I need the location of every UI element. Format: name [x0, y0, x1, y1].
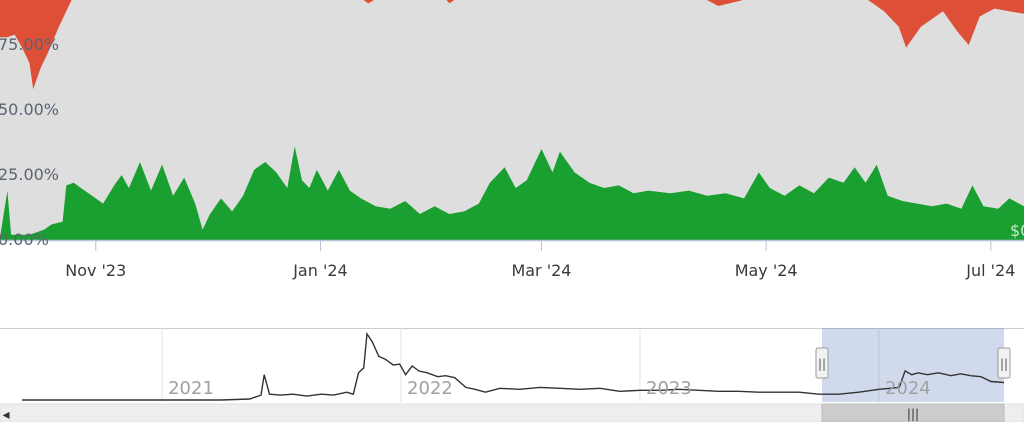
navigator[interactable]: 2021 2022 2023 2024 || ||: [0, 328, 1024, 402]
scrollbar-track[interactable]: [0, 403, 1024, 422]
y-axis: 0.00%25.00%50.00%75.00%100.00%: [0, 35, 59, 249]
navigator-selected-range[interactable]: [822, 328, 1004, 402]
scroll-left-arrow-icon[interactable]: ◂: [2, 407, 9, 422]
navigator-grid: [161, 328, 880, 402]
scrollbar-thumb[interactable]: [821, 403, 1005, 422]
y-tick-label: 75.00%: [0, 35, 59, 54]
y-tick-label: 25.00%: [0, 165, 59, 184]
x-tick-label: Jan '24: [292, 261, 348, 280]
main-plot: 0.00%25.00%50.00%75.00%100.00% Nov '23Ja…: [0, 0, 1024, 280]
navigator-handle-right-box[interactable]: [997, 347, 1011, 379]
navigator-series-line: [22, 331, 1005, 401]
navigator-year-labels: 2021 2022 2023 2024: [168, 378, 931, 399]
navigator-year-label: 2021: [168, 378, 214, 399]
area-series-lower[interactable]: [0, 146, 1024, 240]
navigator-handle-right[interactable]: ||: [997, 347, 1011, 379]
x-tick-label: Mar '24: [511, 261, 571, 280]
edge-label: $0: [1010, 221, 1024, 240]
y-tick-label: 0.00%: [0, 230, 49, 249]
x-tick-label: Nov '23: [65, 261, 126, 280]
navigator-handle-left-box[interactable]: [815, 347, 829, 379]
area-series-upper[interactable]: [0, 0, 1024, 90]
y-tick-label: 50.00%: [0, 100, 59, 119]
x-tick-label: Jul '24: [965, 261, 1015, 280]
x-axis: Nov '23 Jan '24 Mar '24 May '24 Jul '24: [65, 241, 1015, 280]
scrollbar-grip-icon: |||: [907, 407, 919, 421]
x-tick-label: May '24: [735, 261, 798, 280]
navigator-handle-left[interactable]: ||: [815, 347, 829, 379]
navigator-year-label: 2024: [885, 378, 931, 399]
navigator-year-label: 2022: [407, 378, 453, 399]
grip-icon: ||: [1000, 357, 1008, 371]
navigator-year-label: 2023: [646, 378, 692, 399]
grip-icon: ||: [818, 357, 826, 371]
scrollbar[interactable]: ||| ◂: [0, 403, 1024, 422]
